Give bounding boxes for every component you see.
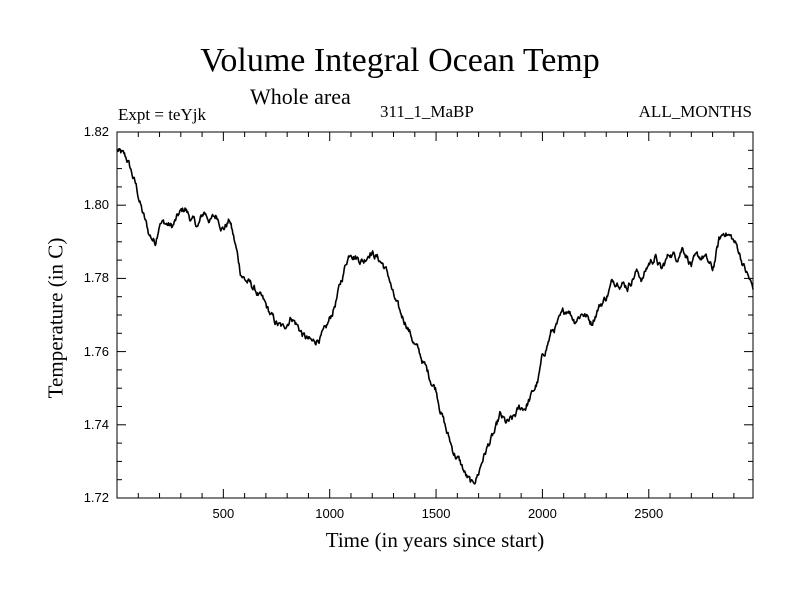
y-axis-label: Temperature (in C) xyxy=(43,237,68,399)
y-tick-label: 1.80 xyxy=(83,197,109,213)
y-tick-label: 1.74 xyxy=(83,416,109,432)
series-layer xyxy=(116,147,754,485)
y-tick-label: 1.76 xyxy=(83,343,109,359)
chart-title: Volume Integral Ocean Temp xyxy=(200,42,600,79)
x-tick-label: 500 xyxy=(212,506,235,521)
x-tick-label: 1000 xyxy=(315,506,345,521)
series-line xyxy=(116,147,754,485)
x-axis-label: Time (in years since start) xyxy=(325,528,545,552)
experiment-label: Expt = teYjk xyxy=(118,105,206,124)
period-label: ALL_MONTHS xyxy=(638,102,752,121)
tick-marks xyxy=(117,132,753,498)
y-tick-label: 1.72 xyxy=(83,490,109,505)
x-tick-label: 1500 xyxy=(421,506,451,521)
run-id-label: 311_1_MaBP xyxy=(380,102,474,121)
x-tick-label: 2000 xyxy=(527,506,557,521)
plot-frame xyxy=(116,131,754,499)
chart-subtitle: Whole area xyxy=(250,84,351,109)
x-tick-label: 2500 xyxy=(634,506,664,521)
y-tick-label: 1.78 xyxy=(83,270,109,286)
y-tick-label: 1.82 xyxy=(83,124,109,139)
